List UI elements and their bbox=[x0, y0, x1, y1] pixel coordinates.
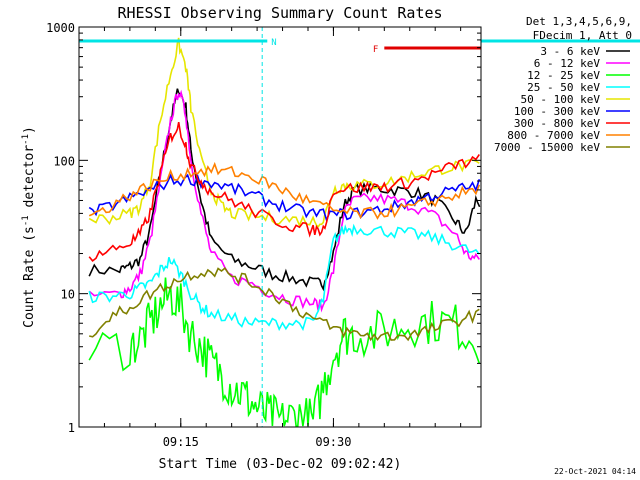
series-line-3 bbox=[88, 277, 481, 427]
y-axis-label-end: ) bbox=[22, 126, 37, 134]
legend-header-1: Det 1,3,4,5,6,9, bbox=[526, 15, 632, 28]
x-axis-label: Start Time (03-Dec-02 09:02:42) bbox=[159, 457, 402, 472]
y-axis-label-sup-2: -1 bbox=[21, 134, 31, 145]
series-line-9 bbox=[89, 267, 480, 342]
timestamp: 22-Oct-2021 04:14 bbox=[554, 467, 636, 476]
legend-label-7: 300 - 800 keV bbox=[514, 117, 600, 130]
legend-label-9: 7000 - 15000 keV bbox=[494, 141, 600, 154]
series-layer bbox=[88, 37, 481, 427]
legend-label-1: 3 - 6 keV bbox=[540, 45, 600, 58]
series-line-8 bbox=[88, 161, 481, 220]
series-line-1 bbox=[88, 88, 481, 292]
y-axis-label-main: Count Rate (s bbox=[22, 226, 37, 328]
x-tick-label-2: 09:30 bbox=[315, 435, 351, 449]
series-line-7 bbox=[88, 121, 480, 263]
y-axis-label-mid: detector bbox=[22, 145, 37, 216]
legend-header-2: FDecim 1, Att 0 bbox=[533, 29, 632, 42]
legend: Det 1,3,4,5,6,9, FDecim 1, Att 0 3 - 6 k… bbox=[494, 15, 632, 154]
plot-area: NF bbox=[78, 26, 640, 428]
y-axis-label: Count Rate (s-1 detector-1) bbox=[21, 126, 37, 328]
legend-label-5: 50 - 100 keV bbox=[521, 93, 601, 106]
y-tick-label-1: 1 bbox=[68, 421, 75, 435]
chart-title: RHESSI Observing Summary Count Rates bbox=[117, 4, 442, 22]
y-tick-label-4: 1000 bbox=[46, 21, 75, 35]
legend-label-6: 100 - 300 keV bbox=[514, 105, 600, 118]
x-tick-label-1: 09:15 bbox=[163, 435, 199, 449]
series-line-5 bbox=[88, 37, 480, 229]
series-line-4 bbox=[88, 223, 480, 332]
y-axis-label-sup-1: -1 bbox=[21, 215, 31, 226]
y-tick-label-3: 100 bbox=[53, 154, 75, 168]
flag-n-label: N bbox=[271, 38, 276, 48]
flag-bars: NF bbox=[79, 38, 640, 55]
y-tick-label-2: 10 bbox=[61, 288, 75, 302]
legend-label-8: 800 - 7000 keV bbox=[507, 129, 600, 142]
flag-f-label: F bbox=[373, 45, 378, 55]
legend-label-2: 6 - 12 keV bbox=[534, 57, 601, 70]
legend-label-4: 25 - 50 keV bbox=[527, 81, 600, 94]
legend-label-3: 12 - 25 keV bbox=[527, 69, 600, 82]
axes: 09:15 09:30 1 10 100 1000 bbox=[46, 21, 481, 449]
plot-frame bbox=[78, 26, 482, 428]
